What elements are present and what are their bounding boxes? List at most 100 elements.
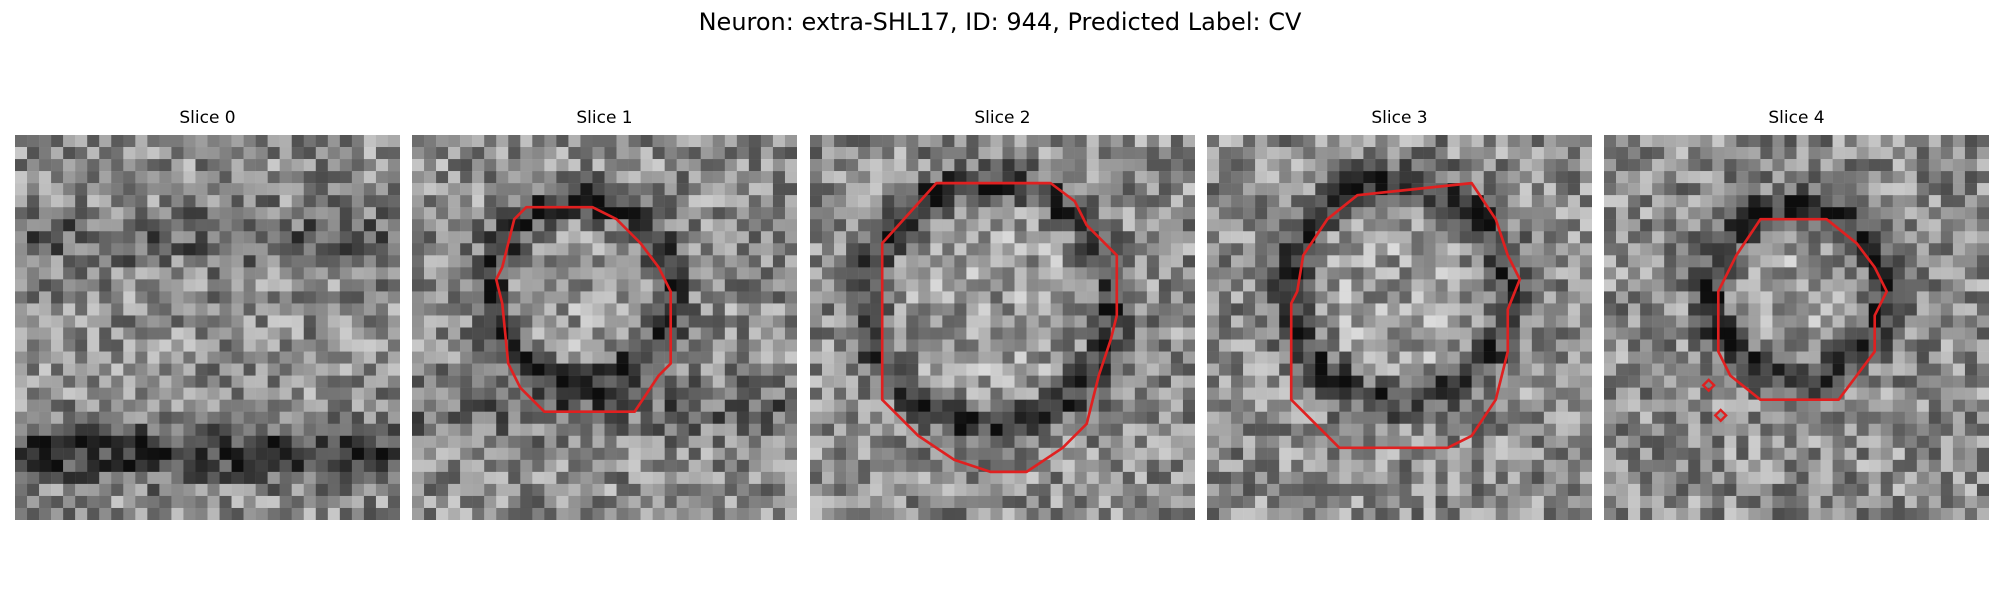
image-pixel [1447,135,1460,148]
image-pixel [1219,471,1232,485]
image-pixel [1158,375,1172,388]
image-pixel [544,183,557,196]
image-pixel [195,315,208,328]
image-pixel [1628,399,1641,412]
image-pixel [1808,255,1821,268]
image-pixel [75,219,88,232]
image-pixel [1327,231,1340,244]
image-pixel [1170,291,1184,304]
image-pixel [1916,339,1930,352]
slice-title: Slice 0 [179,108,236,128]
image-pixel [267,207,280,220]
image-pixel [700,159,714,172]
image-pixel [640,267,653,280]
image-pixel [1784,351,1797,364]
image-pixel [135,315,148,328]
image-pixel [327,399,341,412]
image-pixel [1604,159,1617,172]
image-pixel [339,255,353,268]
image-pixel [1940,375,1954,388]
image-pixel [1134,291,1148,304]
image-pixel [1772,327,1785,340]
image-pixel [147,327,160,340]
image-pixel [1471,399,1484,412]
image-pixel [532,507,545,520]
image-pixel [1363,423,1376,437]
image-pixel [676,435,689,449]
image-pixel [760,423,774,437]
image-pixel [424,495,437,509]
image-pixel [1074,267,1087,280]
image-pixel [1243,195,1256,208]
image-pixel [628,279,641,292]
image-pixel [700,399,714,412]
image-pixel [810,255,823,268]
image-pixel [375,459,389,473]
image-pixel [700,507,714,520]
image-pixel [327,423,341,437]
image-pixel [496,351,509,364]
image-pixel [448,459,461,473]
image-pixel [1784,207,1797,220]
image-pixel [327,351,341,364]
image-pixel [39,459,52,473]
image-pixel [1387,219,1400,232]
image-pixel [424,483,437,497]
image-pixel [1267,171,1280,184]
image-pixel [1002,159,1015,172]
image-pixel [460,267,473,280]
image-pixel [978,243,991,256]
image-pixel [1134,183,1148,196]
image-pixel [436,447,449,461]
image-pixel [1375,351,1388,364]
image-pixel [978,267,991,280]
image-pixel [111,483,124,497]
image-pixel [75,207,88,220]
image-pixel [1255,315,1268,328]
image-pixel [1447,159,1460,172]
image-pixel [772,423,786,437]
image-pixel [171,171,184,184]
image-pixel [1411,291,1424,304]
image-pixel [159,291,172,304]
image-pixel [291,471,304,485]
image-pixel [652,135,665,148]
image-pixel [1736,219,1749,232]
image-pixel [339,363,353,376]
image-pixel [1110,423,1124,437]
image-pixel [1748,195,1761,208]
image-pixel [1243,327,1256,340]
image-pixel [1363,171,1376,184]
image-pixel [784,351,797,364]
image-pixel [472,387,485,400]
image-pixel [123,399,136,412]
image-pixel [1459,363,1472,376]
image-pixel [834,243,847,256]
image-pixel [906,447,919,461]
image-pixel [1062,507,1075,520]
image-pixel [1567,351,1581,364]
image-pixel [1676,327,1689,340]
image-pixel [27,327,40,340]
image-pixel [1892,279,1906,292]
image-pixel [327,495,341,509]
image-pixel [1940,291,1954,304]
image-pixel [1483,375,1496,388]
image-pixel [363,279,377,292]
image-pixel [688,243,701,256]
image-pixel [580,399,593,412]
image-pixel [412,267,425,280]
image-pixel [75,279,88,292]
image-pixel [448,255,461,268]
image-pixel [1579,171,1592,184]
image-pixel [1170,423,1184,437]
image-pixel [1399,399,1412,412]
image-pixel [1483,507,1496,520]
image-pixel [1098,327,1112,340]
image-pixel [1038,363,1051,376]
image-pixel [882,279,895,292]
image-pixel [1098,411,1112,424]
image-pixel [954,387,967,400]
image-pixel [219,219,232,232]
image-pixel [1447,495,1460,509]
